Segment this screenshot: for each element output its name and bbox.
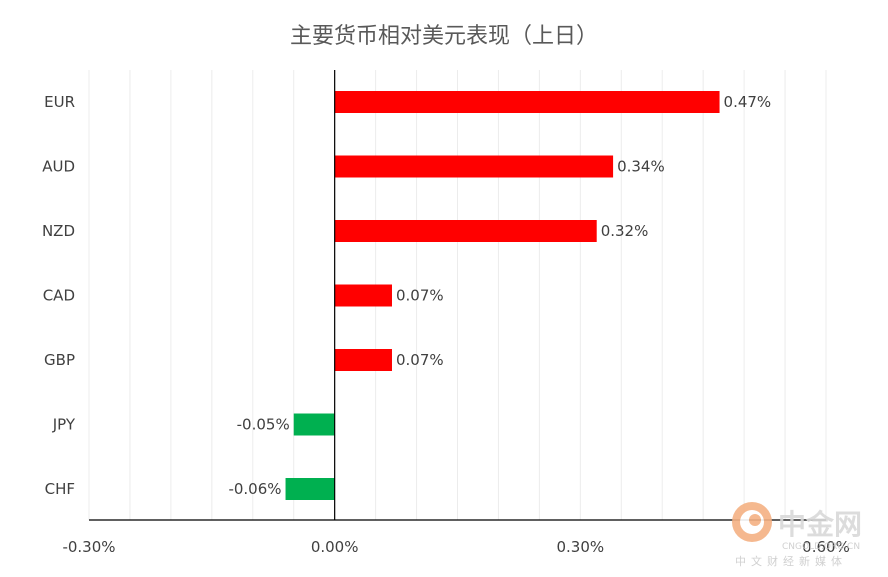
data-label-gbp: 0.07% <box>396 351 444 369</box>
bar-eur <box>334 91 720 113</box>
gridlines <box>88 70 827 520</box>
data-label-jpy: -0.05% <box>237 416 290 434</box>
bar-cad <box>334 284 392 307</box>
watermark: 中金网 CNGOLD.ORG.CN 中文财经新媒体 <box>732 502 862 568</box>
bars <box>285 91 720 500</box>
category-label-cad: CAD <box>43 287 75 305</box>
x-tick-labels: -0.30% 0.00% 0.30% 0.60% <box>62 538 849 556</box>
watermark-domain: CNGOLD.ORG.CN <box>782 542 860 552</box>
category-label-gbp: GBP <box>44 351 75 369</box>
data-label-cad: 0.07% <box>396 287 444 305</box>
category-label-jpy: JPY <box>52 416 76 434</box>
logo-icon <box>732 502 772 542</box>
data-label-aud: 0.34% <box>617 158 665 176</box>
bar-nzd <box>334 220 597 242</box>
data-label-nzd: 0.32% <box>601 222 649 240</box>
data-labels: 0.47% 0.34% 0.32% 0.07% 0.07% -0.05% -0.06% <box>228 93 771 498</box>
data-label-eur: 0.47% <box>724 93 772 111</box>
watermark-subtitle: 中文财经新媒体 <box>735 554 847 568</box>
x-tick-label: 0.30% <box>557 538 605 556</box>
category-label-chf: CHF <box>45 480 75 498</box>
bar-gbp <box>334 349 392 371</box>
bar-chf <box>285 478 335 500</box>
category-label-aud: AUD <box>42 158 75 176</box>
chart-title: 主要货币相对美元表现（上日） <box>290 24 598 49</box>
category-label-nzd: NZD <box>42 222 75 240</box>
x-tick-label: -0.30% <box>62 538 115 556</box>
data-label-chf: -0.06% <box>228 480 281 498</box>
x-tick-label: 0.60% <box>802 538 850 556</box>
x-tick-label: 0.00% <box>311 538 359 556</box>
category-label-eur: EUR <box>44 93 75 111</box>
watermark-name: 中金网 <box>778 508 862 541</box>
bar-jpy <box>293 413 335 436</box>
category-labels: EUR AUD NZD CAD GBP JPY CHF <box>42 93 76 498</box>
bar-aud <box>334 155 614 178</box>
